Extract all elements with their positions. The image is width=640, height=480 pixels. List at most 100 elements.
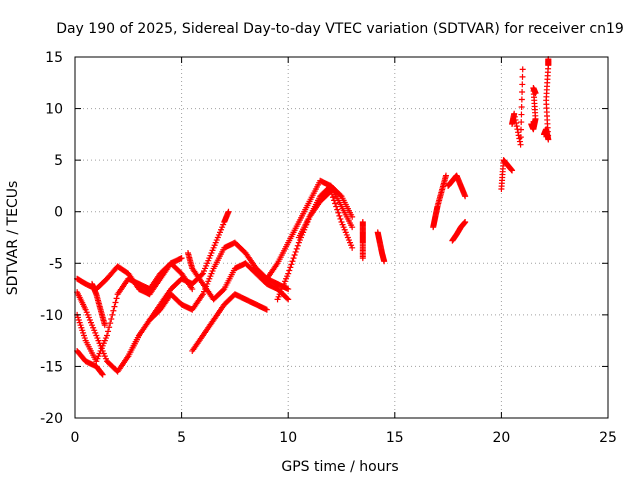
plot-frame [74,56,609,419]
series-track-18 [498,157,516,193]
data-point [332,200,339,207]
data-point [225,208,232,215]
data-point [513,123,520,130]
data-point [519,88,526,95]
series-track-20 [528,84,539,133]
data-point [349,224,356,231]
data-point [285,286,292,293]
data-point [512,116,519,123]
data-point [328,191,335,198]
data-point [288,261,295,268]
y-tick-label: 0 [54,205,63,221]
data-point [285,270,292,277]
data-point [336,212,343,219]
data-point [287,264,294,271]
data-point [442,172,449,179]
data-point [263,306,270,313]
series-track-10 [263,177,356,282]
data-point [359,255,366,262]
x-tick-label: 0 [71,430,80,446]
data-point [511,110,518,117]
data-point [511,113,518,120]
data-point [519,73,526,80]
data-point [109,311,116,318]
data-point [337,192,344,199]
data-point [516,138,523,145]
data-point [294,242,301,249]
y-tick-label: 5 [54,153,63,169]
x-axis-ticks: 0 5 10 15 20 25 [71,57,617,446]
series-track-8 [184,249,292,303]
data-point [290,255,297,262]
series-track-12 [295,188,356,251]
data-point [349,244,356,251]
data-point [335,209,342,216]
data-point [462,193,469,200]
data-point [293,245,300,252]
data-point [334,206,341,213]
x-axis-label: GPS time / hours [281,459,398,475]
data-point [518,126,525,133]
data-point [532,90,539,97]
data-point [108,315,115,322]
data-point [101,322,108,329]
y-tick-label: -20 [40,411,63,427]
series-track-19 [509,66,526,148]
data-point [112,299,119,306]
data-point [289,258,296,265]
data-point [517,134,524,141]
data-point [509,167,516,174]
data-point [515,129,522,136]
data-point [327,188,334,195]
x-tick-label: 5 [177,430,186,446]
data-point [462,219,469,226]
y-tick-label: -10 [40,308,63,324]
x-tick-label: 10 [279,430,297,446]
data-point [381,258,388,265]
y-axis-label: SDTVAR / TECUs [5,181,21,296]
data-point [333,203,340,210]
chart-title: Day 190 of 2025, Sidereal Day-to-day VTE… [56,21,624,37]
data-point [284,295,291,302]
series-track-3 [74,260,196,365]
data-point [286,267,293,274]
data-marks [74,56,552,378]
data-point [518,111,525,118]
y-tick-label: 10 [45,102,63,118]
data-point [189,286,196,293]
data-point [99,370,106,377]
data-point [99,371,106,378]
x-tick-label: 20 [492,430,510,446]
data-point [110,307,117,314]
data-point [113,295,120,302]
series-track-13 [359,219,366,262]
data-point [291,252,298,259]
y-tick-label: 15 [45,50,63,66]
y-tick-label: -15 [40,359,63,375]
series-track-4 [74,347,106,378]
data-point [292,248,299,255]
data-point [103,332,110,339]
data-point [519,66,526,73]
data-point [513,120,520,127]
series-track-9 [189,291,270,354]
data-point [337,215,344,222]
data-point [111,303,118,310]
data-point [285,296,292,303]
series-track-5 [89,280,108,329]
y-axis-ticks: -20 -15 -10 -5 0 5 10 15 [40,50,608,427]
series-track-16 [445,172,469,200]
data-point [518,96,525,103]
data-point [519,81,526,88]
data-point [349,213,356,220]
grid-layer [75,57,608,418]
data-point [516,135,523,142]
series-track-11 [274,182,356,303]
x-tick-label: 25 [599,430,617,446]
series-track-21 [541,56,552,143]
series-track-14 [374,229,388,265]
x-tick-label: 15 [386,430,404,446]
data-point [198,271,205,278]
data-point [517,141,524,148]
data-point [220,287,227,294]
